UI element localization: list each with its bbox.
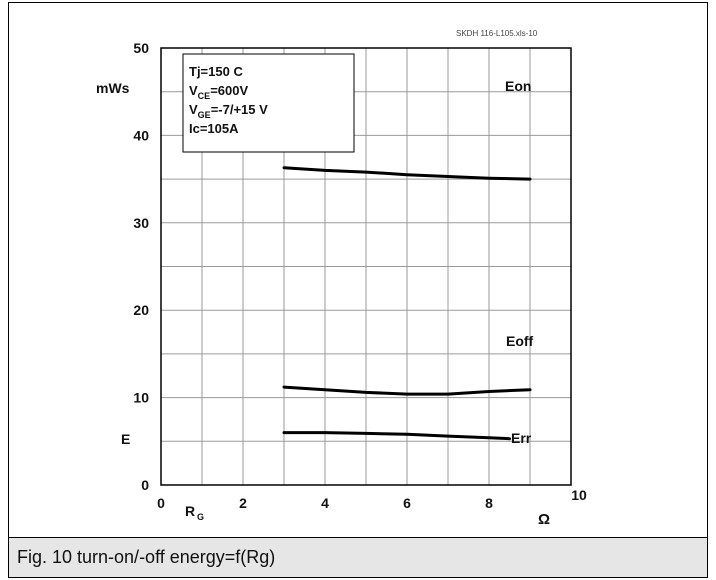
series-label-err: Err [511, 430, 532, 446]
condition-line: VCE=600V [189, 83, 248, 101]
condition-line: Ic=105A [189, 121, 239, 136]
series-label-eoff: Eoff [506, 333, 534, 349]
y-unit-label: mWs [96, 80, 130, 96]
y-axis-label: E [121, 431, 130, 447]
conditions-box [182, 53, 355, 153]
series-line-eoff [282, 385, 532, 396]
series-line-eon [282, 166, 532, 181]
series-label-eon: Eon [505, 78, 531, 94]
condition-line: VGE=-7/+15 V [189, 102, 268, 120]
y-tick-label: 30 [133, 215, 149, 231]
condition-line: Tj=150 C [189, 64, 243, 79]
y-tick-label: 20 [133, 302, 149, 318]
y-tick-label: 0 [141, 477, 149, 493]
y-tick-label: 40 [133, 127, 149, 143]
x-tick-label: 8 [485, 495, 493, 511]
figure-frame: 0 10 20 30 40 50 0 2 4 6 8 10 mWs E R G Ω SKDH 116-L105.x… [8, 2, 708, 578]
caption-band: Fig. 10 turn-on/-off energy=f(Rg) [9, 537, 707, 577]
x-tick-label: 10 [571, 487, 587, 503]
figure-caption: Fig. 10 turn-on/-off energy=f(Rg) [17, 547, 276, 567]
x-tick-label: 2 [239, 495, 247, 511]
x-tick-label: 6 [403, 495, 411, 511]
x-axis-label: R [185, 503, 195, 519]
plot-border [160, 47, 572, 486]
y-tick-label: 10 [133, 390, 149, 406]
x-unit-label: Ω [538, 511, 550, 528]
x-axis-label-sub: G [197, 512, 204, 522]
x-tick-label: 4 [321, 495, 329, 511]
y-tick-label: 50 [133, 40, 149, 56]
series-line-err [282, 431, 511, 441]
x-tick-label: 0 [157, 495, 165, 511]
energy-chart: 0 10 20 30 40 50 0 2 4 6 8 10 mWs E R G Ω SKDH 116-L105.x… [96, 29, 587, 528]
file-tag: SKDH 116-L105.xls-10 [456, 29, 538, 38]
